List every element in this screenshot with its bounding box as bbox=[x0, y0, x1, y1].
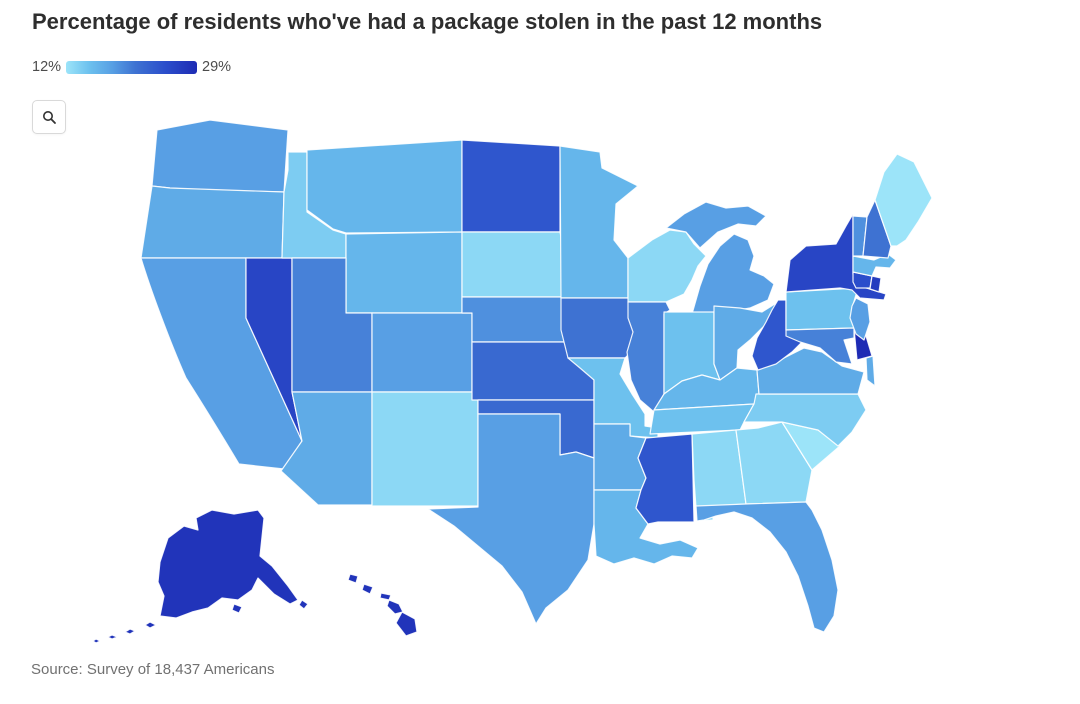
state-colorado[interactable] bbox=[371, 312, 473, 393]
state-new-hampshire[interactable] bbox=[862, 199, 892, 259]
state-tennessee[interactable] bbox=[649, 403, 755, 435]
state-north-dakota[interactable] bbox=[461, 139, 561, 233]
state-texas[interactable] bbox=[427, 413, 595, 625]
state-mississippi[interactable] bbox=[635, 433, 695, 525]
legend-min-label: 12% bbox=[32, 59, 62, 75]
color-legend: 12% 29% bbox=[32, 59, 231, 75]
state-montana[interactable] bbox=[306, 139, 463, 234]
state-maine[interactable] bbox=[874, 153, 933, 247]
state-massachusetts[interactable] bbox=[852, 253, 897, 277]
source-note: Source: Survey of 18,437 Americans bbox=[31, 661, 275, 678]
state-ohio[interactable] bbox=[713, 301, 779, 381]
state-hawaii[interactable] bbox=[347, 573, 418, 637]
state-florida[interactable] bbox=[695, 501, 839, 633]
state-wyoming[interactable] bbox=[345, 231, 463, 314]
state-rhode-island[interactable] bbox=[869, 275, 882, 293]
chart-title: Percentage of residents who've had a pac… bbox=[32, 9, 823, 34]
state-minnesota[interactable] bbox=[559, 145, 639, 299]
legend-max-label: 29% bbox=[202, 59, 232, 75]
state-michigan[interactable] bbox=[665, 201, 775, 315]
state-north-carolina[interactable] bbox=[743, 393, 867, 447]
state-oregon[interactable] bbox=[140, 185, 285, 259]
magnifier-icon bbox=[42, 110, 56, 124]
state-new-jersey[interactable] bbox=[849, 297, 871, 341]
state-illinois[interactable] bbox=[626, 301, 671, 413]
zoom-button[interactable] bbox=[32, 100, 66, 134]
state-california[interactable] bbox=[140, 257, 303, 470]
legend-gradient-bar bbox=[66, 60, 198, 74]
state-pennsylvania[interactable] bbox=[785, 287, 863, 331]
state-new-mexico[interactable] bbox=[371, 391, 479, 507]
state-alaska[interactable] bbox=[92, 509, 309, 644]
state-washington[interactable] bbox=[151, 119, 289, 193]
state-south-dakota[interactable] bbox=[461, 231, 567, 298]
